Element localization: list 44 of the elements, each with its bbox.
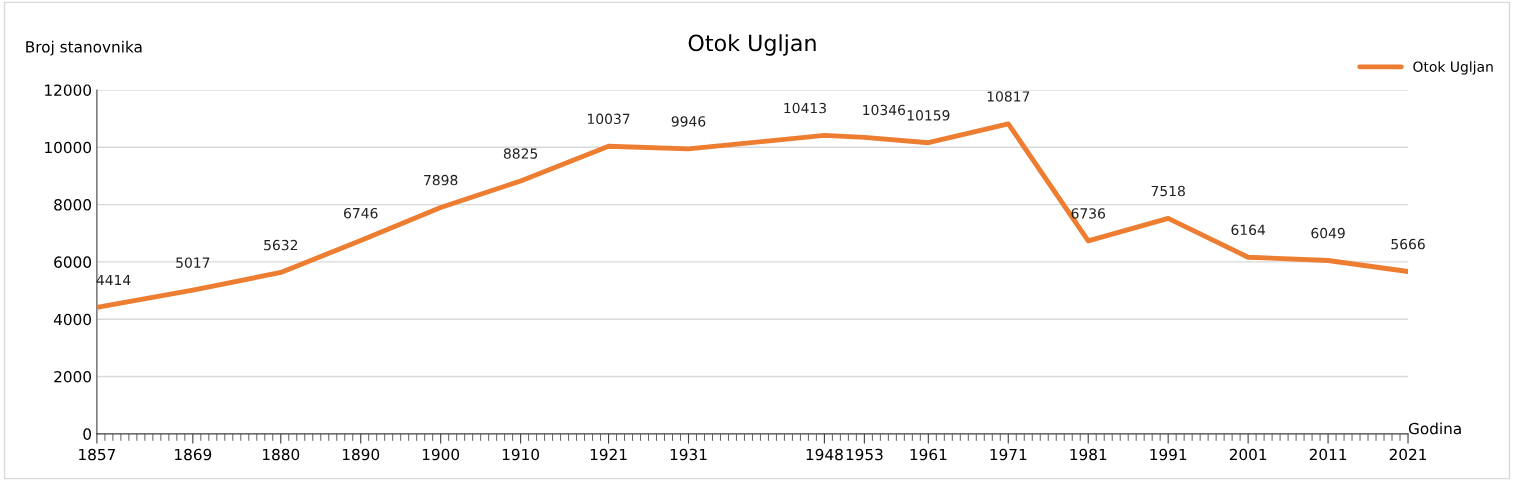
- data-label: 5632: [264, 239, 298, 251]
- y-tick-label: 10000: [45, 141, 92, 154]
- y-axis-title: Broj stanovnika: [26, 40, 142, 56]
- x-tick-label: 1948: [806, 448, 843, 461]
- x-tick-label: 2001: [1229, 448, 1267, 461]
- data-label: 10159: [907, 110, 950, 121]
- y-tick-label: 4000: [53, 313, 92, 326]
- x-tick-label: 1890: [342, 448, 380, 461]
- x-tick-label: 1910: [502, 448, 540, 461]
- y-tick-label: 8000: [54, 199, 92, 211]
- data-label: 9946: [671, 116, 706, 127]
- y-tick-label: 0: [83, 428, 92, 440]
- data-label: 6049: [1311, 227, 1345, 239]
- y-tick-label: 2000: [54, 371, 92, 383]
- x-tick-label: 2021: [1389, 448, 1427, 461]
- x-tick-label: 1857: [79, 448, 116, 461]
- x-tick-label: 1971: [990, 448, 1027, 461]
- x-tick-label: 2011: [1309, 448, 1347, 461]
- data-label: 6746: [344, 207, 378, 219]
- data-label: 7518: [1151, 185, 1185, 197]
- data-label: 6164: [1231, 224, 1266, 236]
- data-label: 10037: [587, 113, 630, 125]
- x-axis-title: Godina: [1408, 422, 1461, 435]
- data-label: 8825: [503, 148, 538, 159]
- data-label: 5666: [1391, 238, 1425, 250]
- data-label: 7898: [424, 174, 458, 186]
- x-tick-label: 1961: [910, 448, 947, 461]
- chart-title: Otok Ugljan: [688, 34, 816, 56]
- y-tick-label: 6000: [54, 256, 92, 268]
- x-tick-label: 1953: [846, 448, 883, 461]
- x-tick-label: 1880: [263, 448, 300, 461]
- data-label: 10817: [987, 91, 1030, 102]
- x-tick-label: 1981: [1070, 448, 1107, 461]
- data-label: 5017: [176, 257, 210, 268]
- x-tick-label: 1931: [670, 448, 707, 461]
- data-label: 10413: [784, 102, 826, 114]
- x-tick-label: 1869: [175, 448, 212, 461]
- x-tick-label: 1900: [422, 448, 460, 461]
- data-label: 10346: [863, 104, 906, 116]
- data-label: 6736: [1071, 208, 1106, 219]
- x-tick-label: 1921: [590, 448, 627, 461]
- legend-label: Otok Ugljan: [1413, 61, 1493, 75]
- x-tick-label: 1991: [1150, 448, 1187, 461]
- y-tick-label: 12000: [45, 84, 92, 96]
